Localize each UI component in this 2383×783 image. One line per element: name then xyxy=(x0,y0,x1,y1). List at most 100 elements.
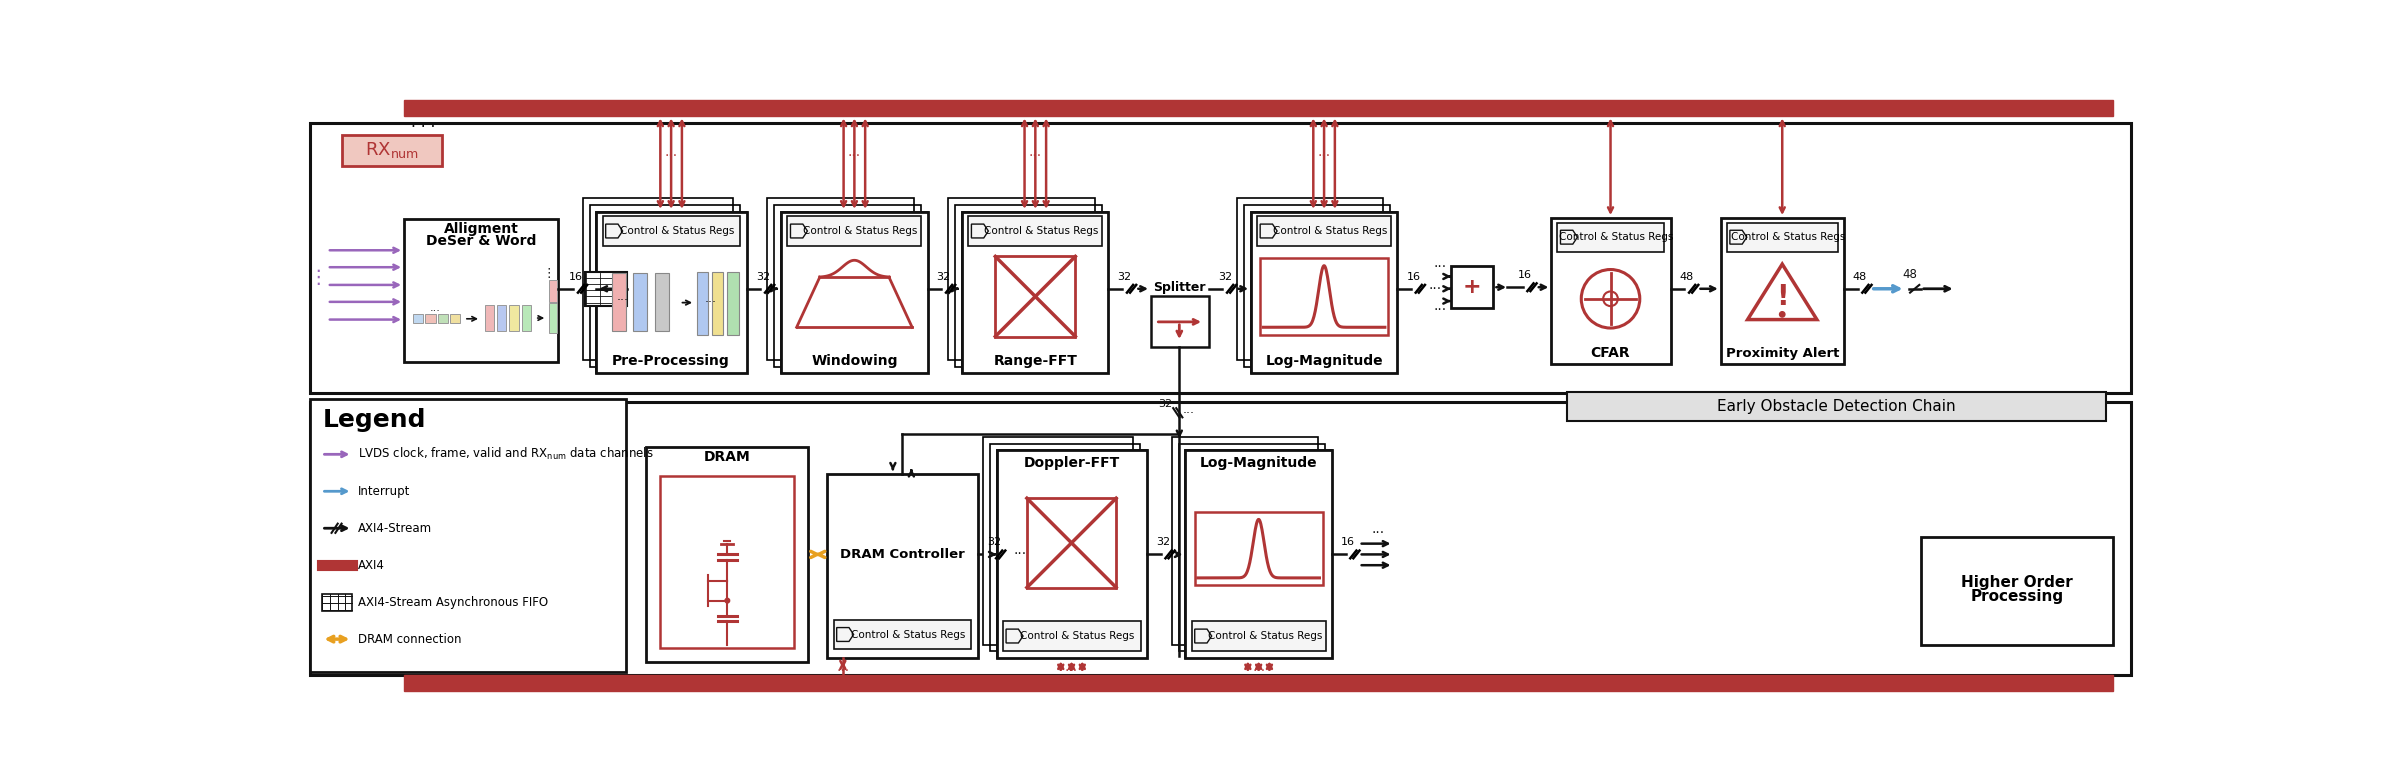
Text: 32: 32 xyxy=(1218,272,1232,282)
Text: ···: ··· xyxy=(1432,260,1446,274)
Text: Control & Status Regs: Control & Status Regs xyxy=(1273,226,1387,236)
FancyBboxPatch shape xyxy=(727,272,739,335)
FancyBboxPatch shape xyxy=(522,305,531,331)
Circle shape xyxy=(724,598,729,603)
Text: · · ·: · · · xyxy=(410,120,436,135)
Text: ⋮: ⋮ xyxy=(307,268,326,287)
FancyBboxPatch shape xyxy=(405,675,2114,691)
FancyBboxPatch shape xyxy=(427,314,436,323)
FancyBboxPatch shape xyxy=(782,211,927,373)
Text: !: ! xyxy=(1775,283,1790,311)
Text: ···: ··· xyxy=(1182,407,1194,420)
Text: Control & Status Regs: Control & Status Regs xyxy=(1208,631,1323,641)
Text: 48: 48 xyxy=(1680,272,1694,282)
Text: $\mathrm{RX_{num}}$: $\mathrm{RX_{num}}$ xyxy=(365,140,419,161)
Text: DRAM: DRAM xyxy=(703,450,751,464)
FancyBboxPatch shape xyxy=(484,305,493,331)
Text: Alligment: Alligment xyxy=(443,222,519,236)
FancyBboxPatch shape xyxy=(1921,536,2114,644)
FancyBboxPatch shape xyxy=(405,100,2114,116)
Text: Control & Status Regs: Control & Status Regs xyxy=(1020,631,1134,641)
Text: 32: 32 xyxy=(755,272,770,282)
Text: 32: 32 xyxy=(987,537,1001,547)
Text: ···: ··· xyxy=(665,149,677,163)
Text: ···: ··· xyxy=(1251,664,1265,678)
Text: 16: 16 xyxy=(1342,537,1356,547)
FancyBboxPatch shape xyxy=(967,216,1103,246)
Text: ···: ··· xyxy=(1373,526,1385,539)
FancyBboxPatch shape xyxy=(450,314,460,323)
Text: Range-FFT: Range-FFT xyxy=(994,354,1077,368)
Text: Control & Status Regs: Control & Status Regs xyxy=(984,226,1099,236)
Text: +: + xyxy=(1463,277,1482,298)
Text: Pre-Processing: Pre-Processing xyxy=(612,354,729,368)
FancyBboxPatch shape xyxy=(1184,450,1332,659)
Text: ···: ··· xyxy=(1432,303,1446,317)
Text: ···: ··· xyxy=(617,294,629,307)
Text: Control & Status Regs: Control & Status Regs xyxy=(851,630,965,640)
Text: ···: ··· xyxy=(848,149,860,163)
FancyBboxPatch shape xyxy=(498,305,505,331)
FancyBboxPatch shape xyxy=(1551,218,1670,364)
Text: ···: ··· xyxy=(1318,149,1330,163)
FancyBboxPatch shape xyxy=(1258,216,1392,246)
Text: Log-Magnitude: Log-Magnitude xyxy=(1199,456,1318,470)
FancyBboxPatch shape xyxy=(548,280,558,302)
FancyBboxPatch shape xyxy=(548,303,558,333)
Text: 16: 16 xyxy=(1406,272,1420,282)
Text: ⋮: ⋮ xyxy=(543,267,555,280)
FancyBboxPatch shape xyxy=(438,314,448,323)
Text: AXI4-Stream: AXI4-Stream xyxy=(357,521,431,535)
FancyBboxPatch shape xyxy=(412,314,424,323)
Text: ···: ··· xyxy=(1065,664,1077,678)
Text: 32: 32 xyxy=(937,272,951,282)
Text: DeSer & Word: DeSer & Word xyxy=(427,234,536,248)
Text: AXI4: AXI4 xyxy=(357,559,384,572)
FancyBboxPatch shape xyxy=(634,273,648,331)
FancyBboxPatch shape xyxy=(1721,218,1844,364)
FancyBboxPatch shape xyxy=(713,272,724,335)
Text: ···: ··· xyxy=(1427,282,1442,296)
FancyBboxPatch shape xyxy=(510,305,519,331)
Text: Proximity Alert: Proximity Alert xyxy=(1725,347,1840,360)
Text: ···: ··· xyxy=(705,296,717,309)
Text: Control & Status Regs: Control & Status Regs xyxy=(620,226,734,236)
Text: 16: 16 xyxy=(570,272,581,282)
FancyBboxPatch shape xyxy=(696,272,708,335)
Text: DRAM connection: DRAM connection xyxy=(357,633,462,646)
FancyBboxPatch shape xyxy=(310,399,627,673)
Text: 16: 16 xyxy=(1518,270,1532,280)
FancyBboxPatch shape xyxy=(310,402,2130,675)
FancyBboxPatch shape xyxy=(1728,222,1837,252)
Text: ···: ··· xyxy=(836,664,848,678)
Text: LVDS clock, frame, valid and RX$_\mathrm{num}$ data channels: LVDS clock, frame, valid and RX$_\mathrm… xyxy=(357,446,653,463)
Text: DRAM Controller: DRAM Controller xyxy=(839,548,965,561)
FancyBboxPatch shape xyxy=(584,272,627,305)
Circle shape xyxy=(1780,312,1785,317)
FancyBboxPatch shape xyxy=(1003,622,1141,651)
Text: Doppler-FFT: Doppler-FFT xyxy=(1022,456,1120,470)
Text: 32: 32 xyxy=(1156,537,1170,547)
FancyBboxPatch shape xyxy=(1558,222,1663,252)
Text: 32: 32 xyxy=(1118,272,1132,282)
Text: Higher Order: Higher Order xyxy=(1961,576,2073,590)
FancyBboxPatch shape xyxy=(963,211,1108,373)
FancyBboxPatch shape xyxy=(310,123,2130,393)
FancyBboxPatch shape xyxy=(1451,265,1494,308)
FancyBboxPatch shape xyxy=(834,620,972,649)
FancyBboxPatch shape xyxy=(405,219,558,362)
FancyBboxPatch shape xyxy=(1192,622,1325,651)
FancyBboxPatch shape xyxy=(322,594,353,611)
FancyBboxPatch shape xyxy=(603,216,741,246)
Text: Processing: Processing xyxy=(1971,590,2064,604)
FancyBboxPatch shape xyxy=(646,446,808,662)
FancyBboxPatch shape xyxy=(996,450,1146,659)
Text: Early Obstacle Detection Chain: Early Obstacle Detection Chain xyxy=(1716,399,1956,414)
Text: Interrupt: Interrupt xyxy=(357,485,410,498)
FancyBboxPatch shape xyxy=(786,216,922,246)
Text: Control & Status Regs: Control & Status Regs xyxy=(803,226,917,236)
FancyBboxPatch shape xyxy=(596,211,746,373)
FancyBboxPatch shape xyxy=(655,273,670,331)
Text: Legend: Legend xyxy=(322,409,427,432)
Text: Log-Magnitude: Log-Magnitude xyxy=(1265,354,1382,368)
